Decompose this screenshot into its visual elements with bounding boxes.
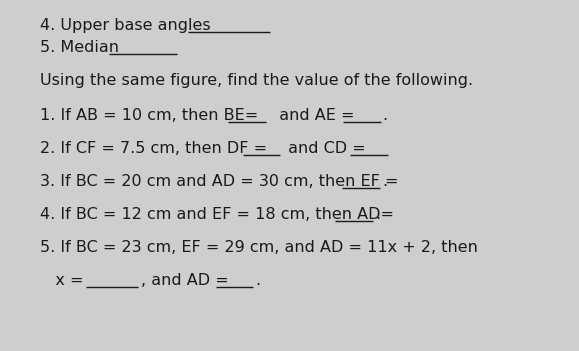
Text: and CD =: and CD =	[283, 141, 366, 156]
Text: .: .	[383, 108, 388, 123]
Text: 4. Upper base angles: 4. Upper base angles	[40, 18, 211, 33]
Text: 5. If BC = 23 cm, EF = 29 cm, and AD = 11x + 2, then: 5. If BC = 23 cm, EF = 29 cm, and AD = 1…	[40, 240, 478, 255]
Text: x =: x =	[40, 273, 83, 288]
Text: 5. Median: 5. Median	[40, 40, 119, 55]
Text: Using the same figure, find the value of the following.: Using the same figure, find the value of…	[40, 73, 473, 88]
Text: .: .	[382, 174, 387, 189]
Text: 4. If BC = 12 cm and EF = 18 cm, then AD=: 4. If BC = 12 cm and EF = 18 cm, then AD…	[40, 207, 394, 222]
Text: 2. If CF = 7.5 cm, then DF =: 2. If CF = 7.5 cm, then DF =	[40, 141, 267, 156]
Text: 3. If BC = 20 cm and AD = 30 cm, then EF =: 3. If BC = 20 cm and AD = 30 cm, then EF…	[40, 174, 398, 189]
Text: .: .	[375, 207, 380, 222]
Text: 1. If AB = 10 cm, then BE=: 1. If AB = 10 cm, then BE=	[40, 108, 258, 123]
Text: , and AD =: , and AD =	[141, 273, 229, 288]
Text: and AE =: and AE =	[269, 108, 354, 123]
Text: .: .	[255, 273, 260, 288]
